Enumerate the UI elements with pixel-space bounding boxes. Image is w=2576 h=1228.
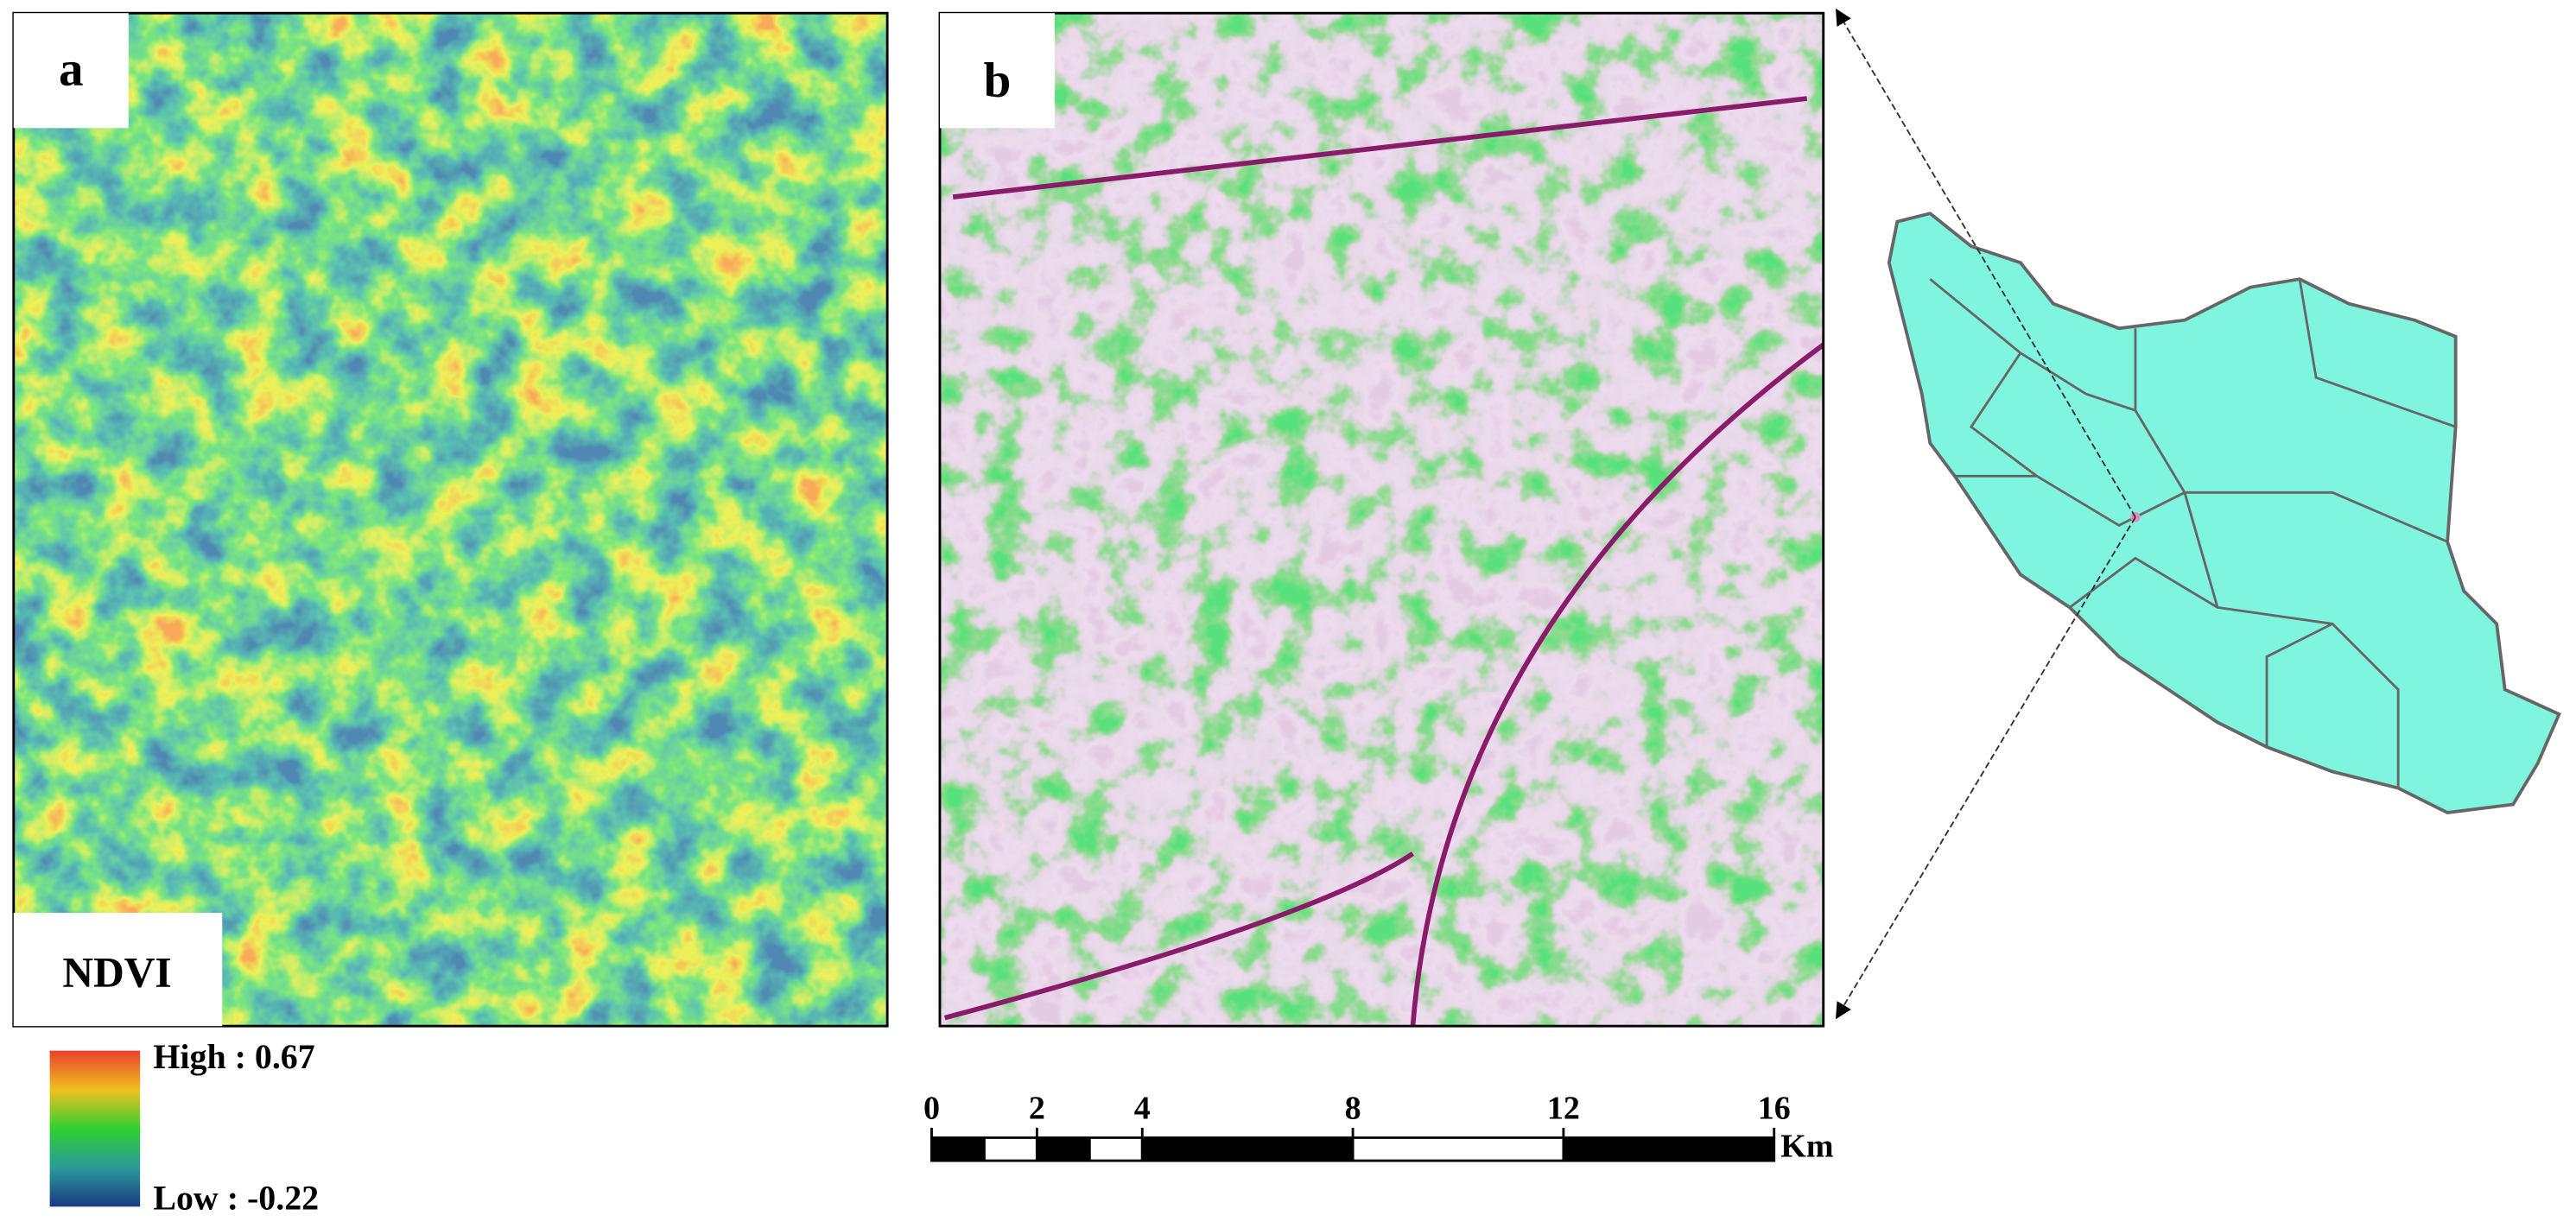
legend-low: Low : -0.22 [153, 1179, 319, 1218]
label-box [13, 13, 129, 129]
scale-label: 4 [1134, 1091, 1151, 1127]
scale-label: 8 [1345, 1091, 1361, 1127]
scale-segment [1140, 1136, 1355, 1162]
ndvi-image [13, 13, 888, 1027]
panel-label: a [59, 42, 84, 97]
country-outline [1887, 212, 2561, 814]
scale-segment [1088, 1136, 1144, 1162]
panel-frame [938, 11, 1825, 1028]
label-box [939, 13, 1056, 129]
legend-title: NDVI [62, 948, 171, 996]
province-border [1929, 278, 2457, 788]
scale-segment [930, 1136, 986, 1162]
scale-segment [1035, 1136, 1091, 1162]
legend-title-box [13, 912, 223, 1027]
color-ramp [49, 1050, 141, 1207]
scale-segment [1351, 1136, 1565, 1162]
scale-unit: Km [1780, 1128, 1834, 1164]
panel-label: b [984, 54, 1012, 108]
panel-frame [12, 11, 889, 1028]
scale-segment [1562, 1136, 1776, 1162]
pointer-line [1835, 516, 2136, 1020]
scale-segment [982, 1136, 1038, 1162]
scale-label: 2 [1029, 1091, 1045, 1127]
road [943, 96, 1825, 1027]
legend-high: High : 0.67 [153, 1037, 314, 1076]
scale-label: 12 [1547, 1091, 1580, 1127]
scale-label: 16 [1758, 1091, 1791, 1127]
scale-label: 0 [923, 1091, 940, 1127]
